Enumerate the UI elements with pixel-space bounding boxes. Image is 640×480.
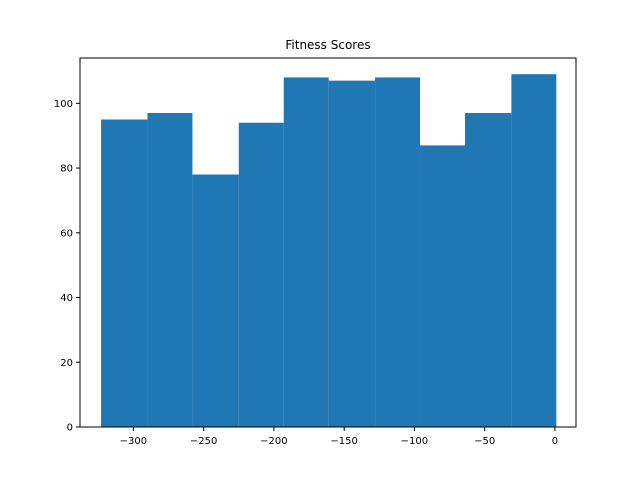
y-tick-label: 100 — [54, 99, 73, 110]
x-tick-label: −300 — [120, 436, 147, 447]
histogram-bar — [192, 174, 239, 427]
histogram-bar — [101, 119, 148, 427]
y-tick-label: 80 — [60, 164, 73, 175]
x-tick-label: −200 — [260, 436, 287, 447]
y-axis-ticks: 0 20 40 60 80 100 — [54, 99, 80, 434]
x-tick-label: −100 — [401, 436, 428, 447]
x-tick-label: 0 — [552, 436, 558, 447]
y-tick-label: 60 — [60, 228, 73, 239]
y-tick-label: 20 — [60, 358, 73, 369]
histogram-bar — [420, 145, 465, 428]
x-axis-ticks: −300 −250 −200 −150 −100 −50 0 — [120, 427, 558, 447]
histogram-bar — [328, 80, 376, 427]
x-tick-label: −50 — [474, 436, 495, 447]
y-tick-label: 40 — [60, 293, 73, 304]
y-tick-label: 0 — [67, 423, 73, 434]
histogram-bar — [238, 122, 284, 427]
x-tick-label: −250 — [190, 436, 217, 447]
histogram-bar — [283, 77, 329, 427]
x-tick-label: −150 — [330, 436, 357, 447]
histogram-bar — [511, 74, 557, 428]
histogram-bar — [147, 113, 193, 428]
axes-frame — [79, 57, 577, 428]
histogram-bar — [464, 113, 512, 428]
histogram-bar — [375, 77, 421, 427]
bars-group — [101, 74, 557, 428]
axes-spines — [79, 57, 577, 428]
chart-title: Fitness Scores — [285, 38, 370, 52]
